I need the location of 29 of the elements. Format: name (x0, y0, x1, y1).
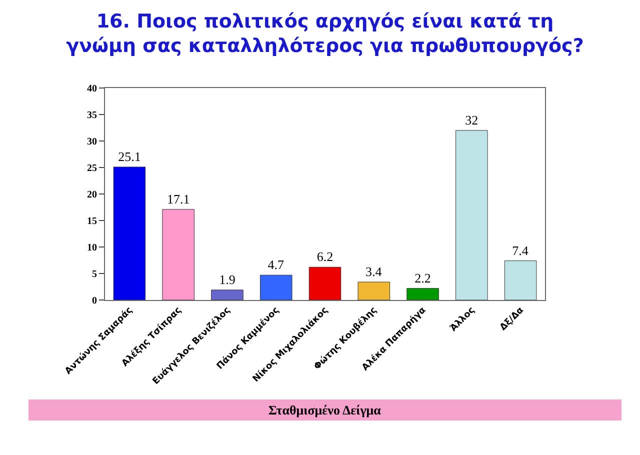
y-tick-label: 35 (87, 110, 97, 121)
y-tick-label: 40 (87, 84, 97, 94)
data-label: 32 (465, 112, 478, 128)
data-label: 1.9 (219, 272, 236, 287)
bar (211, 290, 244, 300)
bar (456, 130, 488, 300)
data-label: 4.7 (268, 257, 284, 272)
chart-title: 16. Ποιος πολιτικός αρχηγός είναι κατά τη γνώμη σας καταλληλότερος για πρωθυπουργός? (66, 10, 584, 57)
data-label: 6.2 (316, 249, 334, 264)
y-tick-label: 20 (87, 190, 97, 200)
data-label: 3.4 (366, 264, 382, 279)
y-tick-label: 10 (87, 242, 97, 254)
bar (504, 260, 537, 300)
y-tick-label: 5 (92, 269, 97, 280)
bar (406, 288, 439, 300)
bar (113, 166, 146, 300)
data-label: 2.2 (414, 270, 431, 286)
y-tick-label: 30 (87, 136, 97, 148)
data-label: 25.1 (118, 148, 141, 164)
y-tick-label: 25 (87, 163, 97, 174)
bar (308, 266, 342, 300)
data-label: 7.4 (512, 242, 529, 258)
bar (260, 274, 292, 300)
bar (358, 282, 390, 300)
data-label: 17.1 (166, 191, 190, 206)
y-tick-label: 15 (87, 216, 97, 227)
bar (162, 209, 194, 300)
text: Σταθμισμένο Δείγμα (268, 402, 382, 418)
y-tick-label: 0 (92, 296, 97, 306)
